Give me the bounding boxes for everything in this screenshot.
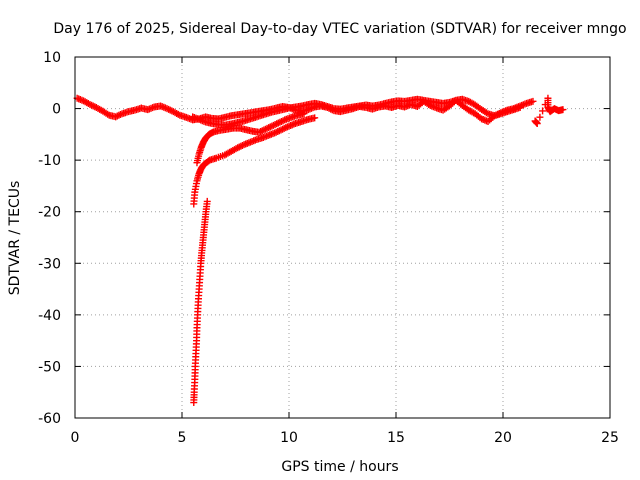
data-point [529,97,537,105]
x-tick-label: 0 [71,430,80,446]
data-point [265,124,273,132]
data-point [559,106,567,114]
y-tick-label: -40 [38,308,61,324]
data-point [273,120,281,128]
data-point [113,112,121,120]
data-point [516,104,524,112]
data-point [274,128,282,136]
axis-ticks [74,56,611,419]
data-point [257,128,265,136]
data-point [163,105,171,113]
data-point [255,128,263,136]
data-point [258,127,266,135]
x-axis-label: GPS time / hours [281,459,398,475]
data-point [271,121,279,129]
data-point [88,101,96,109]
data-point [86,100,94,108]
x-tick-label: 10 [280,430,298,446]
data-point [165,105,173,113]
data-point [274,119,282,127]
y-tick-label: -60 [38,411,61,427]
data-point [277,126,285,134]
data-point [203,197,211,205]
x-tick-label: 5 [178,430,187,446]
data-point [278,117,286,125]
x-tick-label: 25 [601,430,619,446]
data-point [280,124,288,132]
data-point [166,106,174,114]
data-point [533,120,541,128]
data-point [300,110,308,118]
y-tick-label: 0 [52,102,61,118]
data-point [260,126,268,134]
chart-title: Day 176 of 2025, Sidereal Day-to-day VTE… [53,21,626,37]
data-point [112,113,120,121]
data-point [279,117,287,125]
data-point [536,113,544,121]
tick-labels: 0 5 10 15 20 25 10 0 -10 -20 -30 -40 -50 -60 [38,50,619,446]
data-point [269,121,277,129]
data-point [237,142,245,150]
data-points [73,94,567,407]
data-point [266,123,274,131]
data-point [482,109,490,117]
data-point [234,144,242,152]
x-tick-label: 20 [494,430,512,446]
data-point [89,102,97,110]
data-point [263,124,271,132]
data-point [116,111,124,119]
data-point [238,141,246,149]
y-tick-label: -10 [38,153,61,169]
data-point [311,114,319,122]
data-point [283,123,291,131]
data-point [276,118,284,126]
data-point [282,124,290,132]
data-point [272,128,280,136]
y-tick-label: -20 [38,205,61,221]
data-point [261,125,269,133]
data-point [275,127,283,135]
plot-frame [74,56,611,419]
y-tick-label: -50 [38,359,61,375]
data-point [235,143,243,151]
x-tick-label: 15 [387,430,405,446]
data-point [174,110,182,118]
y-tick-label: 10 [43,50,61,66]
data-point [539,107,547,115]
data-point [268,122,276,130]
data-point [279,125,287,133]
y-axis-label: SDTVAR / TECUs [7,181,23,296]
data-point [115,111,123,119]
data-point [104,110,112,118]
y-tick-label: -30 [38,256,61,272]
